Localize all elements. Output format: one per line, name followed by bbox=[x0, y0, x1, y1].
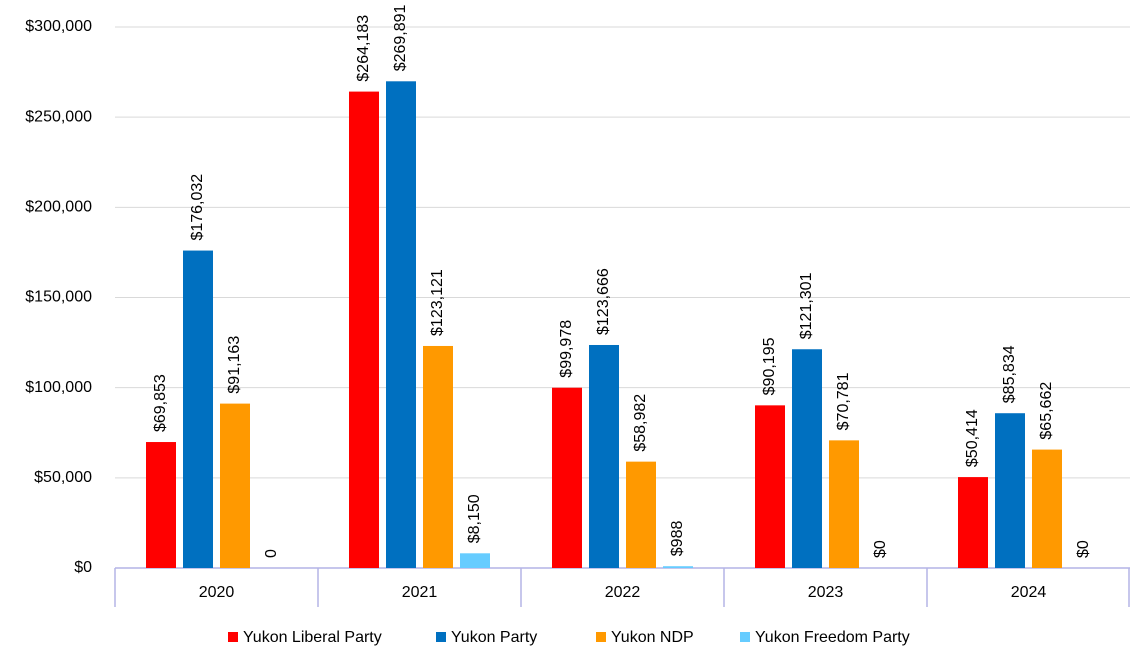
legend-label: Yukon Liberal Party bbox=[243, 629, 382, 646]
data-label: $85,834 bbox=[1001, 345, 1018, 403]
data-label: $123,121 bbox=[429, 269, 446, 336]
x-tick-label: 2022 bbox=[605, 584, 641, 601]
x-tick-label: 2021 bbox=[402, 584, 438, 601]
bar bbox=[663, 566, 693, 568]
bar bbox=[349, 91, 379, 568]
legend-swatch bbox=[436, 632, 446, 642]
legend-label: Yukon Freedom Party bbox=[755, 629, 910, 646]
bar bbox=[423, 345, 453, 568]
legend-swatch bbox=[740, 632, 750, 642]
y-tick-label: $50,000 bbox=[34, 469, 92, 486]
data-label: $0 bbox=[872, 540, 889, 558]
bar bbox=[626, 461, 656, 568]
bar bbox=[755, 405, 785, 568]
x-tick-label: 2024 bbox=[1011, 584, 1047, 601]
legend-swatch bbox=[596, 632, 606, 642]
legend-label: Yukon Party bbox=[451, 629, 537, 646]
data-label: $69,853 bbox=[152, 374, 169, 432]
data-label: $176,032 bbox=[189, 174, 206, 241]
bar bbox=[552, 387, 582, 568]
bar bbox=[829, 440, 859, 568]
y-tick-label: $200,000 bbox=[25, 199, 92, 216]
y-tick-label: $250,000 bbox=[25, 108, 92, 125]
data-label: $264,183 bbox=[355, 15, 372, 82]
data-label: $121,301 bbox=[798, 272, 815, 339]
data-label: $8,150 bbox=[466, 494, 483, 543]
data-label: $0 bbox=[1075, 540, 1092, 558]
data-label: $58,982 bbox=[632, 394, 649, 452]
y-tick-label: $300,000 bbox=[25, 18, 92, 35]
data-label: $269,891 bbox=[392, 4, 409, 71]
data-label: $123,666 bbox=[595, 268, 612, 335]
bar bbox=[958, 477, 988, 568]
y-tick-label: $150,000 bbox=[25, 289, 92, 306]
data-label: $90,195 bbox=[761, 337, 778, 395]
data-label: $99,978 bbox=[558, 320, 575, 378]
x-tick-label: 2023 bbox=[808, 584, 844, 601]
bar bbox=[183, 250, 213, 568]
bar bbox=[146, 442, 176, 568]
data-label: $988 bbox=[669, 521, 686, 557]
bar bbox=[792, 349, 822, 568]
x-tick-label: 2020 bbox=[199, 584, 235, 601]
bar bbox=[460, 553, 490, 568]
data-label: 0 bbox=[263, 549, 280, 558]
bar bbox=[1032, 449, 1062, 568]
legend-swatch bbox=[228, 632, 238, 642]
data-label: $50,414 bbox=[964, 409, 981, 467]
y-tick-label: $100,000 bbox=[25, 379, 92, 396]
bar bbox=[220, 403, 250, 568]
legend-label: Yukon NDP bbox=[611, 629, 694, 646]
data-label: $91,163 bbox=[226, 336, 243, 394]
data-label: $70,781 bbox=[835, 372, 852, 430]
bar bbox=[995, 413, 1025, 568]
bar bbox=[589, 344, 619, 568]
bar bbox=[386, 81, 416, 568]
data-label: $65,662 bbox=[1038, 382, 1055, 440]
y-tick-label: $0 bbox=[74, 559, 92, 576]
